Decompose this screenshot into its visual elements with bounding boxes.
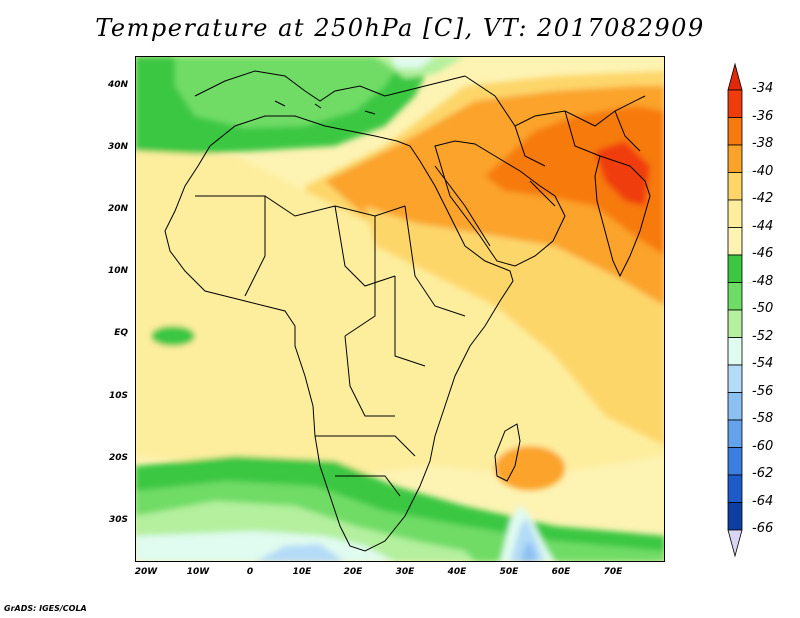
africa-coastline — [164, 115, 514, 552]
map-border — [135, 56, 665, 562]
colorbar-segment — [727, 447, 743, 476]
colorbar-top-arrow — [727, 62, 743, 91]
field-madagascar-warm — [495, 446, 565, 490]
colorbar-bottom-arrow — [727, 529, 743, 558]
colorbar-segment — [727, 337, 743, 366]
colorbar-segment — [727, 117, 743, 146]
colorbar-label: -44 — [752, 218, 774, 234]
colorbar-label: -56 — [752, 383, 774, 399]
field-north-light-green — [175, 56, 405, 128]
lat-label-20s: 20S — [108, 453, 128, 463]
colorbar-segment — [727, 364, 743, 393]
colorbar-segment — [727, 144, 743, 173]
persian-gulf — [529, 180, 556, 207]
colorbar-label: -64 — [752, 493, 774, 509]
red-sea — [434, 165, 491, 247]
mediterranean-islands — [274, 100, 376, 115]
colorbar-segment — [727, 474, 743, 503]
arabia-coastline — [434, 140, 566, 267]
colorbar-segment — [727, 282, 743, 311]
temperature-field — [135, 56, 665, 562]
colorbar-segment — [727, 199, 743, 228]
field-central-yellow — [135, 151, 665, 476]
colorbar-label: -36 — [752, 108, 774, 124]
lon-label-0: 0 — [246, 567, 254, 577]
colorbar-segment — [727, 89, 743, 118]
lat-label-40n: 40N — [107, 80, 128, 90]
colorbar-label: -54 — [752, 356, 774, 371]
lon-label-70e: 70E — [603, 567, 623, 577]
colorbar-label: -34 — [752, 81, 774, 96]
map-panel — [135, 56, 665, 562]
lon-label-40e: 40E — [447, 567, 467, 577]
colorbar-segment — [727, 419, 743, 448]
colorbar-segment — [727, 227, 743, 256]
grads-credit: GrADS: IGES/COLA — [4, 604, 87, 613]
colorbar-label: -62 — [752, 466, 774, 481]
colorbar-segment — [727, 392, 743, 421]
lat-label-eq: EQ — [114, 328, 128, 338]
colorbar-segment — [727, 502, 743, 531]
interior-borders — [195, 195, 466, 497]
colorbar-segment — [727, 309, 743, 338]
coastlines — [164, 70, 651, 552]
colorbar-segment — [727, 172, 743, 201]
field-southeast-mid-blue — [520, 541, 537, 562]
colorbar-label: -60 — [752, 438, 774, 454]
colorbar-segment — [727, 254, 743, 283]
colorbar — [727, 62, 743, 558]
madagascar — [494, 423, 521, 482]
field-central-warm-yellow — [365, 206, 665, 446]
colorbar-label: -40 — [752, 163, 774, 179]
lon-label-10e: 10E — [292, 567, 312, 577]
lat-label-30s: 30S — [108, 515, 128, 525]
europe-coast — [194, 70, 466, 102]
colorbar-label: -66 — [752, 521, 774, 536]
lon-label-10w: 10W — [186, 567, 210, 577]
field-south-light-blue — [255, 544, 345, 562]
field-mideast-hot — [595, 141, 650, 206]
lat-label-10n: 10N — [107, 266, 128, 276]
field-southeast-blue — [510, 518, 545, 562]
map-title: Temperature at 250hPa [C], VT: 201708290… — [95, 14, 705, 42]
colorbar-label: -48 — [752, 273, 774, 289]
lat-label-10s: 10S — [108, 391, 128, 401]
india-coastline — [594, 155, 651, 278]
colorbar-label: -50 — [752, 301, 774, 316]
lon-label-30e: 30E — [395, 567, 415, 577]
asia-borders — [464, 75, 646, 167]
colorbar-label: -46 — [752, 246, 774, 261]
lat-label-30n: 30N — [107, 142, 128, 152]
colorbar-label: -58 — [752, 411, 774, 426]
lon-label-60e: 60E — [551, 567, 571, 577]
lon-label-20w: 20W — [134, 567, 158, 577]
lon-label-20e: 20E — [343, 567, 363, 577]
colorbar-label: -42 — [752, 191, 774, 206]
lat-label-20n: 20N — [107, 204, 128, 214]
temperature-map — [135, 56, 665, 562]
lon-label-50e: 50E — [499, 567, 519, 577]
colorbar-label: -52 — [752, 328, 774, 344]
field-equator-green — [151, 326, 195, 346]
field-north-pale-cyan — [390, 56, 435, 68]
colorbar-label: -38 — [752, 136, 774, 151]
